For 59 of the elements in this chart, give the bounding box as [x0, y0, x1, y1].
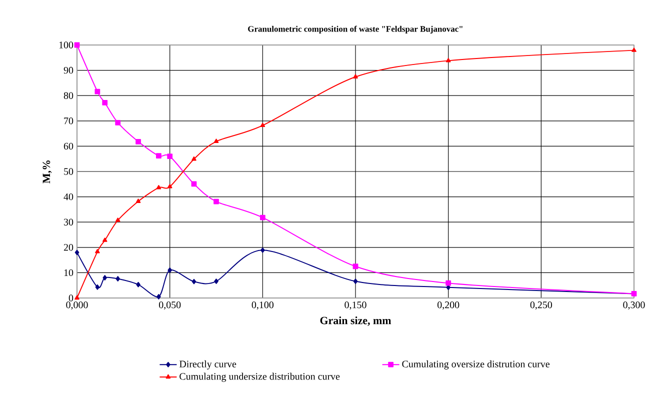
point: [102, 275, 107, 280]
point: [214, 278, 218, 284]
point: [167, 184, 172, 188]
point: [192, 278, 196, 284]
point: [260, 122, 266, 128]
y-tick-label: 10: [64, 269, 74, 276]
point: [353, 74, 358, 78]
point: [156, 153, 162, 159]
point: [74, 295, 80, 300]
x-tick-label: 0,250: [530, 302, 552, 310]
point: [95, 249, 100, 254]
point: [352, 264, 358, 270]
legend-label: Directly curve: [179, 360, 236, 370]
point: [102, 100, 108, 106]
y-tick-label: 0: [68, 294, 74, 302]
point: [156, 294, 161, 300]
point: [102, 238, 108, 242]
point: [191, 181, 197, 187]
x-tick-label: 0,050: [159, 302, 181, 310]
point: [136, 138, 141, 144]
y-tick-label: 50: [64, 168, 74, 175]
point: [115, 218, 120, 222]
point: [214, 198, 219, 204]
point: [214, 138, 219, 143]
point: [94, 88, 100, 94]
point: [446, 280, 452, 286]
y-tick-label: 30: [64, 218, 74, 226]
point: [192, 156, 196, 161]
point: [260, 247, 265, 253]
y-tick-label: 40: [64, 193, 74, 200]
point: [353, 278, 358, 284]
y-tick-label: 100: [59, 42, 74, 48]
point: [74, 250, 80, 256]
point: [168, 267, 172, 273]
x-tick-label: 0,100: [252, 302, 274, 310]
x-axis-title: Grain size, mm: [320, 316, 392, 326]
legend-label: Cumulating undersize distribution curve: [180, 372, 340, 382]
chart-title: Granulometric composition of waste "Feldspar Bujanovac": [248, 26, 462, 34]
y-tick-label: 80: [64, 92, 74, 99]
point: [446, 58, 451, 62]
point: [632, 48, 636, 52]
y-tick-label: 90: [64, 66, 74, 74]
x-tick-label: 0,150: [344, 302, 366, 310]
legend-label: Cumulating oversize distrution curve: [402, 360, 550, 370]
y-tick-label: 20: [64, 244, 74, 251]
x-tick-label: 0,200: [438, 302, 460, 310]
point: [116, 276, 120, 282]
point: [115, 120, 121, 126]
point: [260, 214, 266, 220]
x-tick-label: 0,000: [66, 302, 88, 310]
x-tick-label: 0,300: [623, 302, 645, 310]
point: [167, 154, 173, 160]
y-tick-label: 60: [64, 142, 74, 150]
point: [136, 282, 140, 288]
y-axis-title: M,%: [42, 160, 52, 184]
point: [156, 185, 162, 190]
y-tick-label: 70: [64, 118, 74, 124]
point: [95, 284, 100, 290]
point: [136, 198, 141, 203]
